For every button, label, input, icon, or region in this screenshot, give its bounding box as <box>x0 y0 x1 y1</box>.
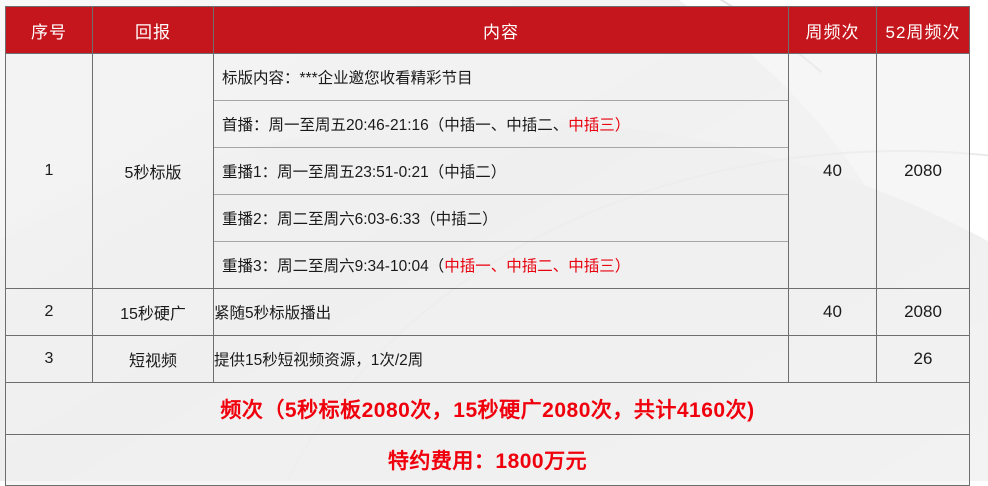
table-footer-row: 特约费用：1800万元 <box>5 434 970 486</box>
table-row: 2 15秒硬广 紧随5秒标版播出 40 2080 <box>5 288 970 336</box>
content-line-2-highlight: 中插三） <box>568 117 631 134</box>
content-line-1-text: 标版内容：***企业邀您收看精彩节目 <box>222 70 473 87</box>
table-row: 3 短视频 提供15秒短视频资源，1次/2周 26 <box>5 335 970 383</box>
column-header-index: 序号 <box>5 6 93 54</box>
table-footer-row: 频次（5秒标板2080次，15秒硬广2080次，共计4160次) <box>5 382 970 435</box>
row-2-annual-frequency: 2080 <box>876 288 970 336</box>
content-line-5-highlight: 中插一、中插二、中插三） <box>444 258 631 275</box>
content-line: 重播1：周一至周五23:51-0:21（中插二） <box>214 147 788 195</box>
content-line: 重播2：周二至周六6:03-6:33（中插二） <box>214 194 788 242</box>
row-2-return: 15秒硬广 <box>92 288 214 336</box>
table-header: 序号 回报 内容 周频次 52周频次 <box>5 6 970 54</box>
row-2-index: 2 <box>5 288 93 336</box>
row-3-content: 提供15秒短视频资源，1次/2周 <box>213 335 789 383</box>
footer-sponsorship-fee: 特约费用：1800万元 <box>5 434 970 486</box>
content-line: 标版内容：***企业邀您收看精彩节目 <box>214 54 788 101</box>
media-plan-table-container: 序号 回报 内容 周频次 52周频次 1 5秒标版 标版内容：***企业邀您收看… <box>5 6 970 486</box>
content-line-4: 重播2：周二至周六6:03-6:33（中插二） <box>214 194 788 242</box>
row-1-weekly-frequency: 40 <box>788 53 877 289</box>
content-line: 重播3：周二至周六9:34-10:04（中插一、中插二、中插三） <box>214 242 788 289</box>
content-line-2-text: 首播：周一至周五20:46-21:16（中插一、中插二、 <box>222 117 569 134</box>
content-line-4-text: 重播2：周二至周六6:03-6:33（中插二） <box>222 211 498 228</box>
column-header-weekly-frequency: 周频次 <box>788 6 877 54</box>
row-2-content: 紧随5秒标版播出 <box>213 288 789 336</box>
content-line-3-text: 重播1：周一至周五23:51-0:21（中插二） <box>222 164 507 181</box>
column-header-content: 内容 <box>213 6 789 54</box>
row-2-weekly-frequency: 40 <box>788 288 877 336</box>
row-3-return: 短视频 <box>92 335 214 383</box>
row-1-content-lines: 标版内容：***企业邀您收看精彩节目 首播：周一至周五20:46-21:16（中… <box>214 54 788 288</box>
content-line: 首播：周一至周五20:46-21:16（中插一、中插二、中插三） <box>214 100 788 148</box>
content-line-5: 重播3：周二至周六9:34-10:04（中插一、中插二、中插三） <box>214 242 788 289</box>
media-plan-table: 序号 回报 内容 周频次 52周频次 1 5秒标版 标版内容：***企业邀您收看… <box>5 6 970 486</box>
table-row: 1 5秒标版 标版内容：***企业邀您收看精彩节目 首播：周一至周五20:46-… <box>5 53 970 289</box>
row-3-weekly-frequency <box>788 335 877 383</box>
footer-frequency-summary: 频次（5秒标板2080次，15秒硬广2080次，共计4160次) <box>5 382 970 435</box>
row-3-annual-frequency: 26 <box>876 335 970 383</box>
table-body: 1 5秒标版 标版内容：***企业邀您收看精彩节目 首播：周一至周五20:46-… <box>5 53 970 486</box>
row-3-index: 3 <box>5 335 93 383</box>
content-line-2: 首播：周一至周五20:46-21:16（中插一、中插二、中插三） <box>214 100 788 148</box>
row-1-return: 5秒标版 <box>92 53 214 289</box>
content-line-1: 标版内容：***企业邀您收看精彩节目 <box>214 54 788 101</box>
content-line-5-text: 重播3：周二至周六9:34-10:04（ <box>222 258 445 275</box>
column-header-annual-frequency: 52周频次 <box>876 6 970 54</box>
content-line-3: 重播1：周一至周五23:51-0:21（中插二） <box>214 147 788 195</box>
row-1-content: 标版内容：***企业邀您收看精彩节目 首播：周一至周五20:46-21:16（中… <box>213 53 789 289</box>
column-header-return: 回报 <box>92 6 214 54</box>
row-1-index: 1 <box>5 53 93 289</box>
table-header-row: 序号 回报 内容 周频次 52周频次 <box>5 6 970 54</box>
row-1-annual-frequency: 2080 <box>876 53 970 289</box>
